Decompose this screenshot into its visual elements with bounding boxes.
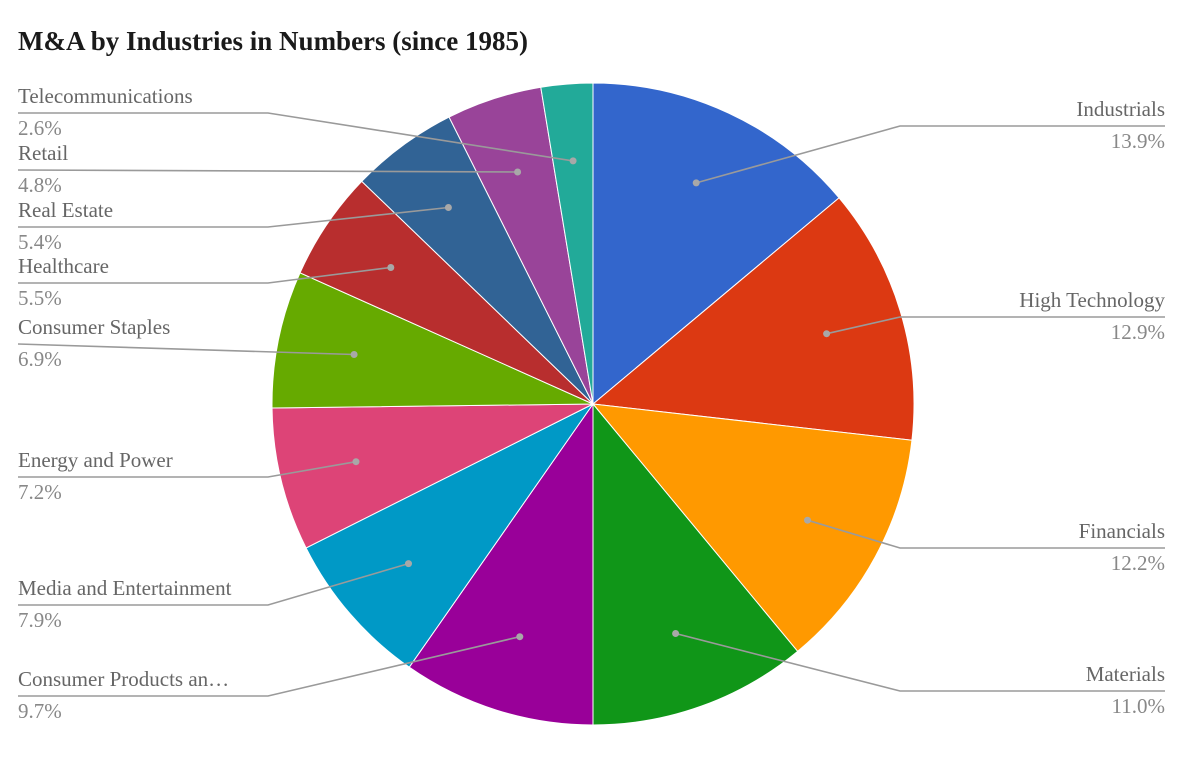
leader-line-real-estate <box>18 206 449 228</box>
slice-label-materials: Materials <box>1086 662 1165 686</box>
leader-dot-financials <box>804 516 811 524</box>
slice-label-retail: Retail <box>18 141 68 165</box>
pie-slices <box>271 82 915 726</box>
leader-lines <box>17 112 1165 697</box>
leader-dot-high-technology <box>823 330 831 338</box>
slice-label-industrials: Industrials <box>1076 97 1165 121</box>
slice-label-financials: Financials <box>1079 519 1165 543</box>
slice-value-media-and-entertainment: 7.9% <box>18 608 62 632</box>
leader-line-financials <box>807 519 1165 549</box>
slice-value-energy-and-power: 7.2% <box>18 480 62 504</box>
leader-line-media-and-entertainment <box>18 562 409 606</box>
leader-dot-consumer-staples <box>350 351 358 358</box>
pie-slice-high-technology <box>591 197 915 441</box>
leader-line-industrials <box>695 125 1165 184</box>
leader-dot-consumer-products-an <box>516 633 524 641</box>
pie-slice-telecommunications <box>540 82 594 405</box>
leader-dot-industrials <box>692 179 700 187</box>
slice-value-real-estate: 5.4% <box>18 230 62 254</box>
slice-value-financials: 12.2% <box>1111 551 1165 575</box>
slice-label-consumer-products-an: Consumer Products an… <box>18 667 229 691</box>
slice-label-high-technology: High Technology <box>1019 288 1165 312</box>
leader-dot-media-and-entertainment <box>405 560 412 568</box>
leader-line-retail <box>17 169 518 173</box>
leader-line-consumer-products-an <box>18 635 520 697</box>
slice-label-consumer-staples: Consumer Staples <box>18 315 170 339</box>
pie-slice-consumer-products-an <box>408 402 594 726</box>
slice-value-high-technology: 12.9% <box>1111 320 1165 344</box>
slice-label-energy-and-power: Energy and Power <box>18 448 173 472</box>
slice-labels: Industrials 13.9% High Technology 12.9% Fina… <box>18 84 1165 723</box>
leader-line-high-technology <box>826 316 1165 335</box>
slice-value-telecommunications: 2.6% <box>18 116 62 140</box>
pie-slice-industrials <box>592 82 840 406</box>
pie-slice-financials <box>591 403 913 653</box>
slice-value-materials: 11.0% <box>1112 694 1165 718</box>
leader-dot-real-estate <box>444 204 452 211</box>
leader-dot-healthcare <box>387 264 395 271</box>
leader-dot-materials <box>672 630 680 637</box>
chart-title: M&A by Industries in Numbers (since 1985… <box>18 26 528 56</box>
slice-value-industrials: 13.9% <box>1111 129 1165 153</box>
leader-line-consumer-staples <box>17 343 355 356</box>
leader-dot-energy-and-power <box>352 458 360 466</box>
pie-slice-media-and-entertainment <box>305 403 594 668</box>
leader-line-energy-and-power <box>18 460 357 478</box>
slice-label-real-estate: Real Estate <box>18 198 113 222</box>
slice-value-consumer-staples: 6.9% <box>18 347 62 371</box>
slice-value-consumer-products-an: 9.7% <box>18 699 62 723</box>
slice-label-media-and-entertainment: Media and Entertainment <box>18 576 232 600</box>
leader-line-telecommunications <box>18 112 574 162</box>
leader-dot-retail <box>514 168 522 176</box>
pie-slice-consumer-staples <box>271 272 594 409</box>
leader-line-healthcare <box>18 266 391 284</box>
leader-dot-telecommunications <box>569 157 577 165</box>
slice-value-healthcare: 5.5% <box>18 286 62 310</box>
pie-slice-energy-and-power <box>271 403 594 549</box>
slice-label-telecommunications: Telecommunications <box>18 84 193 108</box>
slice-value-retail: 4.8% <box>18 173 62 197</box>
slice-label-healthcare: Healthcare <box>18 254 109 278</box>
leader-line-materials <box>675 632 1165 692</box>
